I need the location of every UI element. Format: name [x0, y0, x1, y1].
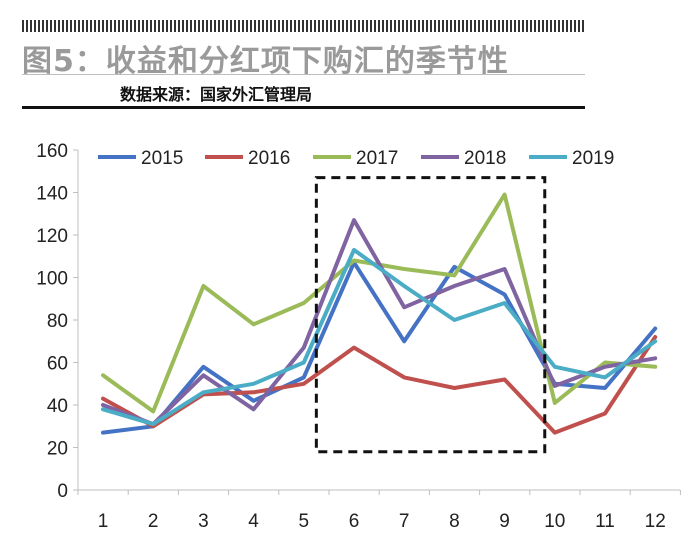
- source-divider: [22, 106, 585, 109]
- legend-label-2016: 2016: [248, 148, 290, 169]
- y-tick-label: 140: [36, 184, 68, 205]
- x-tick-label: 1: [98, 511, 109, 532]
- x-tick-label: 9: [499, 511, 510, 532]
- x-tick-label: 11: [595, 511, 615, 532]
- x-tick-label: 3: [198, 511, 209, 532]
- title-divider: [22, 74, 585, 75]
- data-source: 数据来源：国家外汇管理局: [120, 85, 313, 104]
- x-tick-label: 7: [399, 511, 410, 532]
- y-tick-label: 40: [47, 396, 68, 417]
- series-line-2018: [101, 218, 658, 427]
- y-tick-label: 160: [36, 141, 68, 162]
- x-tick-label: 4: [248, 511, 259, 532]
- figure-title: 图5：收益和分红项下购汇的季节性: [22, 44, 509, 79]
- legend-label-2015: 2015: [141, 148, 183, 169]
- y-tick-label: 120: [36, 226, 68, 247]
- x-tick-label: 6: [349, 511, 360, 532]
- y-tick-label: 60: [47, 354, 68, 375]
- x-tick-label: 10: [544, 511, 565, 532]
- series-line-2019: [101, 247, 658, 427]
- legend-label-2018: 2018: [464, 148, 506, 169]
- y-tick-label: 100: [36, 269, 68, 290]
- highlight-box: [314, 176, 547, 454]
- x-tick-label: 8: [449, 511, 460, 532]
- y-tick-label: 0: [57, 481, 68, 502]
- x-tick-label: 12: [645, 511, 666, 532]
- x-tick-label: 5: [299, 511, 310, 532]
- title-hatch-decoration: [22, 20, 585, 32]
- legend-label-2019: 2019: [572, 148, 614, 169]
- legend-label-2017: 2017: [356, 148, 398, 169]
- x-tick-label: 2: [148, 511, 159, 532]
- y-tick-label: 80: [47, 311, 68, 332]
- y-tick-label: 20: [47, 439, 68, 460]
